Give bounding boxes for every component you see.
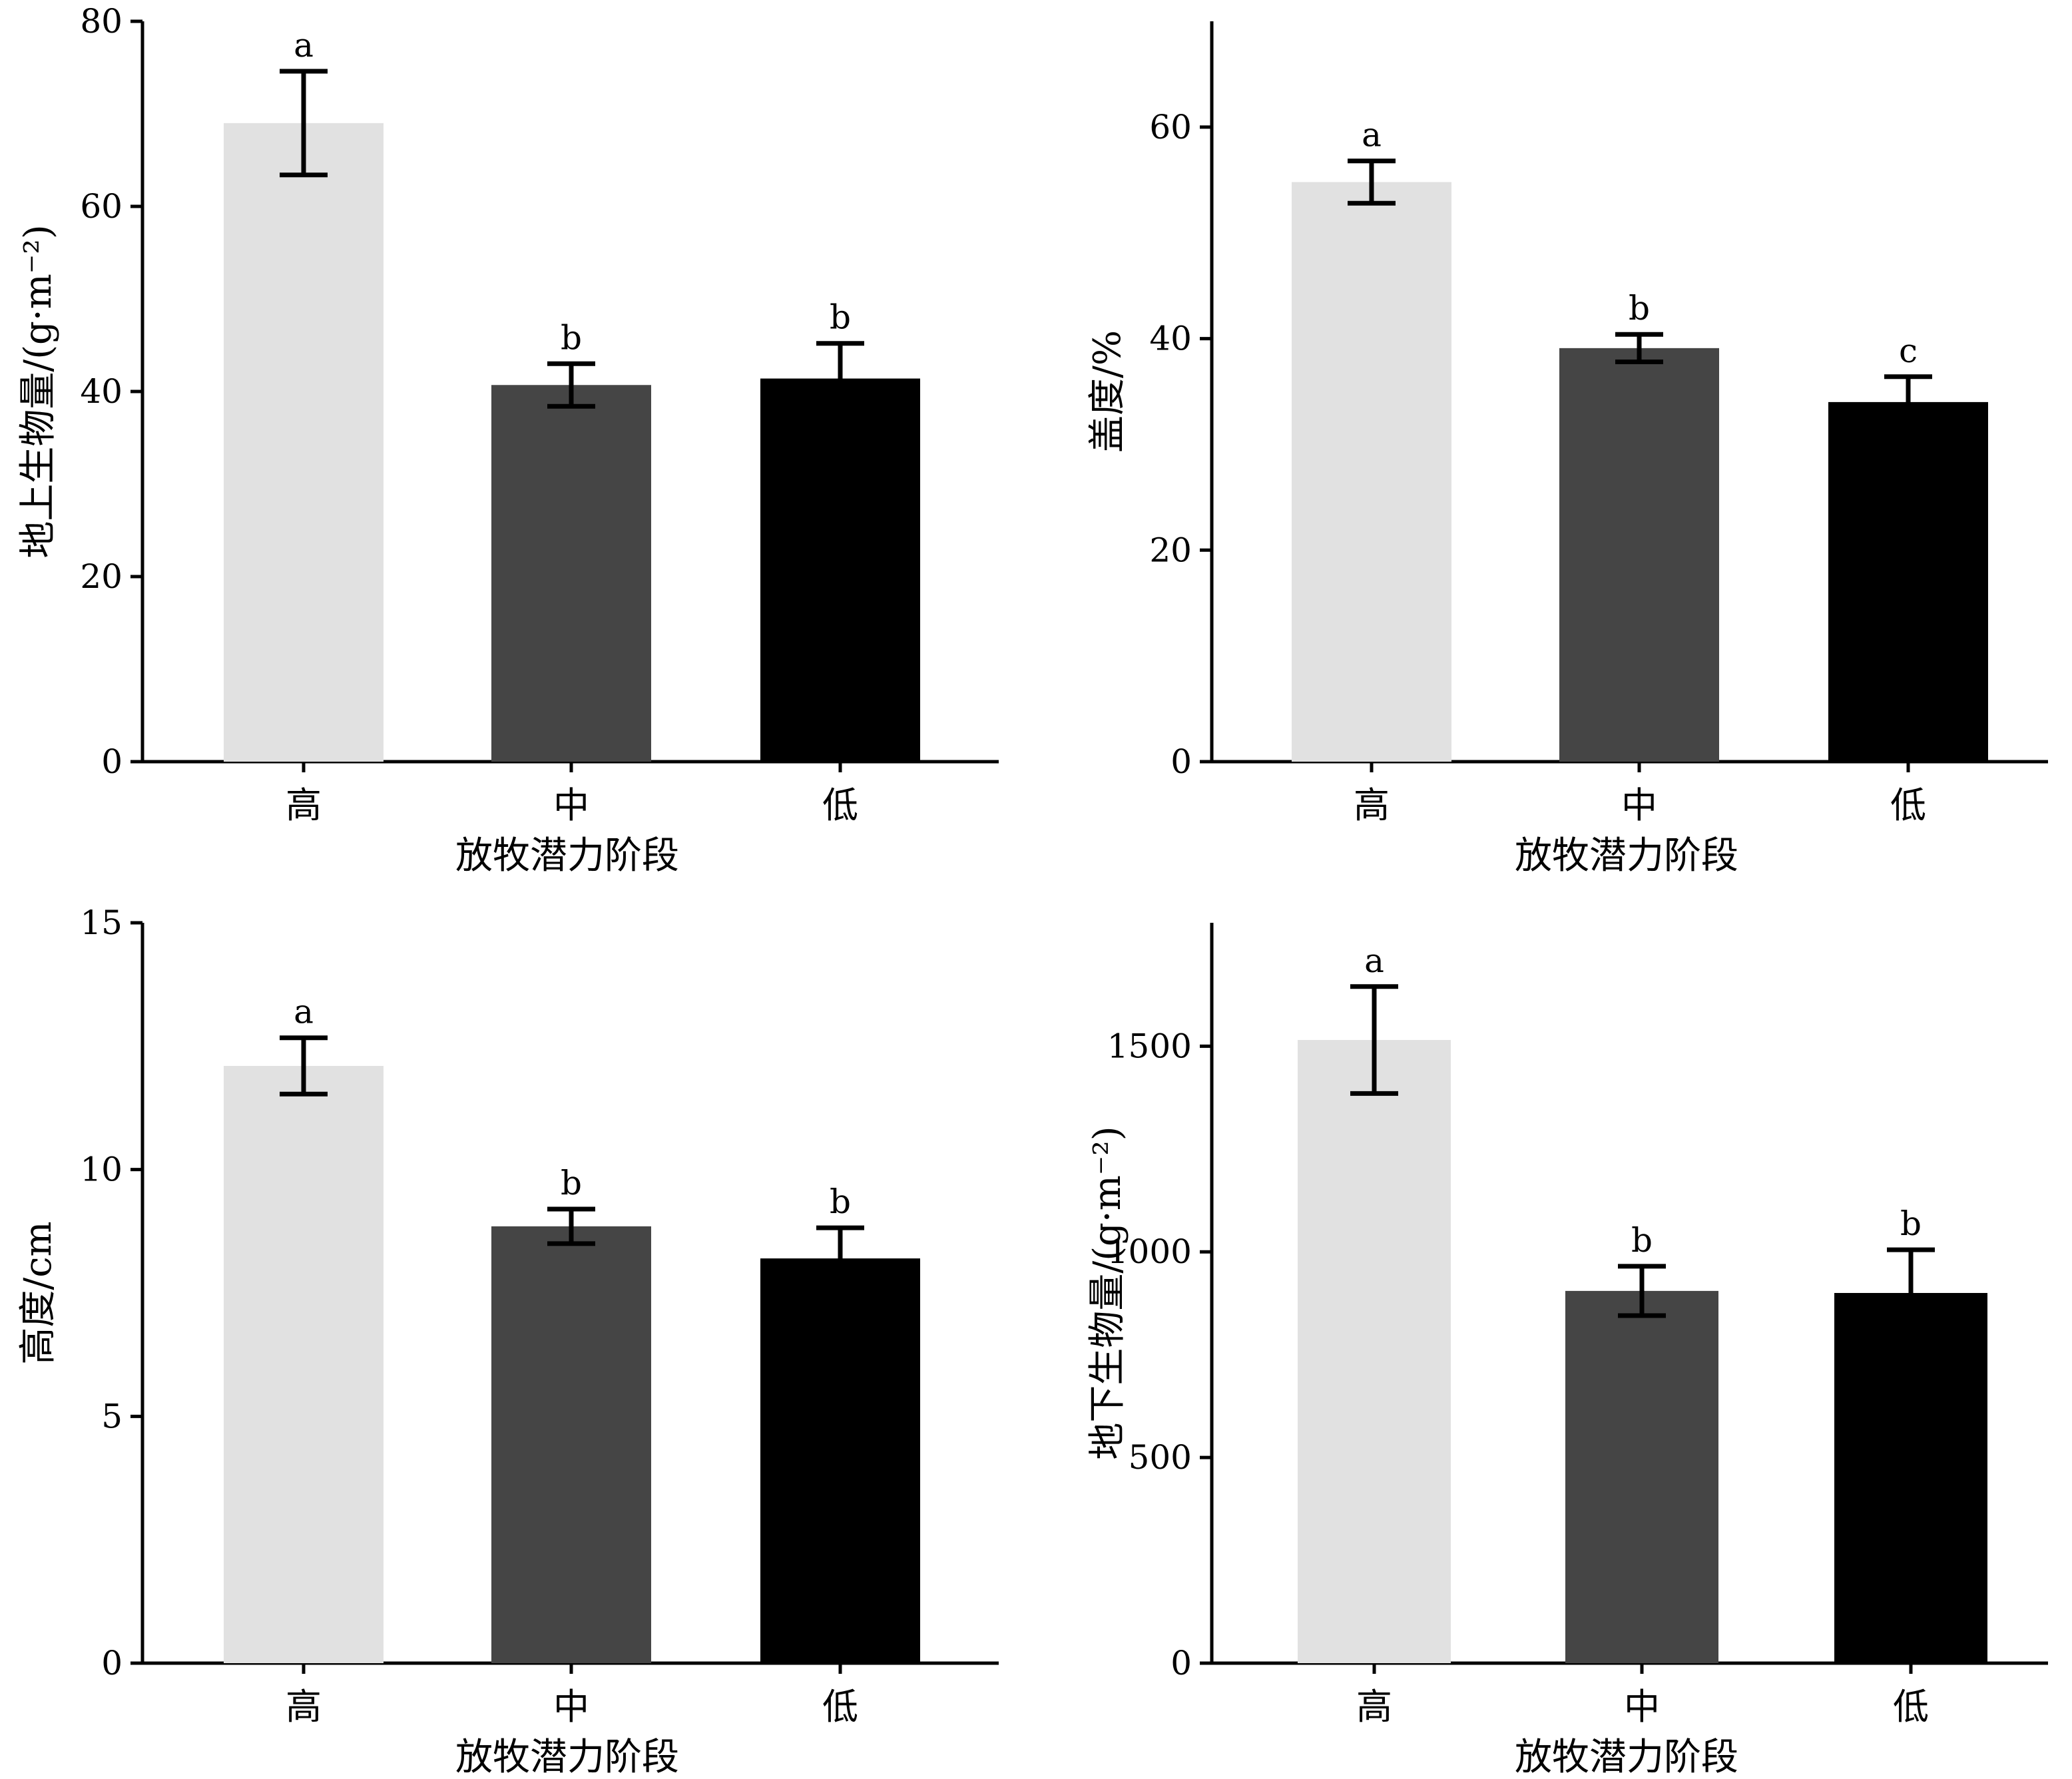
significance-label: b [561, 1164, 582, 1202]
error-bar [816, 341, 864, 416]
y-axis-title: 盖度/% [1086, 330, 1129, 453]
error-bar [547, 1206, 595, 1246]
y-tick-label: 40 [1149, 320, 1192, 358]
y-tick-label: 80 [80, 2, 123, 41]
y-tick-label: 20 [1149, 531, 1192, 569]
x-axis-title: 放牧潜力阶段 [1515, 1736, 1738, 1779]
significance-label: b [830, 1182, 851, 1221]
x-tick-label: 低 [822, 1686, 858, 1728]
y-tick-label: 500 [1129, 1438, 1192, 1477]
y-tick-label: 20 [80, 557, 123, 596]
error-bar [1350, 984, 1398, 1096]
x-tick-label: 中 [553, 1686, 589, 1728]
y-tick-label: 0 [101, 742, 123, 781]
bar [1292, 182, 1451, 762]
y-axis-title: 地上生物量/(g·m⁻²) [17, 224, 60, 558]
bar [224, 1065, 384, 1663]
x-axis-title: 放牧潜力阶段 [1515, 834, 1738, 878]
bar [1559, 348, 1719, 762]
error-bar [816, 1225, 864, 1292]
y-tick-label: 1500 [1107, 1027, 1192, 1065]
significance-label: a [1364, 941, 1384, 980]
error-bar [1887, 1247, 1935, 1339]
y-tick-label: 60 [80, 187, 123, 226]
significance-label: b [830, 298, 851, 337]
significance-label: b [1629, 289, 1650, 328]
bar [224, 123, 384, 762]
x-tick-label: 中 [1621, 784, 1657, 826]
y-tick-label: 0 [1170, 1644, 1192, 1682]
error-bar [1884, 374, 1932, 430]
error-bar [1618, 1264, 1666, 1318]
error-bar [280, 69, 328, 178]
x-tick-label: 中 [1624, 1686, 1660, 1728]
y-tick-label: 0 [101, 1644, 123, 1682]
significance-label: b [1900, 1204, 1922, 1243]
significance-label: a [294, 993, 314, 1031]
significance-label: c [1899, 332, 1918, 370]
y-tick-label: 60 [1149, 108, 1192, 146]
bar [760, 378, 920, 762]
error-bar [280, 1035, 328, 1097]
bar [1828, 401, 1988, 762]
significance-label: b [1631, 1221, 1653, 1260]
x-tick-label: 高 [286, 784, 322, 826]
x-tick-label: 高 [286, 1686, 322, 1728]
error-bar [1615, 332, 1663, 365]
y-tick-label: 15 [80, 903, 123, 942]
x-axis-title: 放牧潜力阶段 [455, 1736, 679, 1779]
x-tick-label: 高 [1354, 784, 1390, 826]
significance-label: a [294, 26, 314, 65]
bar [1565, 1290, 1718, 1663]
y-axis-title: 高度/cm [17, 1221, 60, 1364]
y-tick-label: 5 [101, 1397, 123, 1435]
bar [1834, 1293, 1987, 1663]
x-tick-label: 高 [1356, 1686, 1392, 1728]
x-tick-label: 低 [1893, 1686, 1929, 1728]
bar [491, 1226, 651, 1663]
x-tick-label: 低 [1890, 784, 1926, 826]
bar [760, 1258, 920, 1663]
bar [1298, 1040, 1451, 1663]
significance-label: b [561, 318, 582, 357]
error-bar [547, 361, 595, 409]
y-tick-label: 1000 [1107, 1232, 1192, 1271]
y-tick-label: 0 [1170, 742, 1192, 781]
y-axis-title: 地下生物量/(g·m⁻²) [1086, 1126, 1129, 1459]
x-tick-label: 中 [553, 784, 589, 826]
y-tick-label: 40 [80, 372, 123, 411]
error-bar [1348, 158, 1396, 206]
y-tick-label: 10 [80, 1150, 123, 1189]
bar [491, 385, 651, 762]
significance-label: a [1362, 116, 1382, 154]
x-axis-title: 放牧潜力阶段 [455, 834, 679, 878]
x-tick-label: 低 [822, 784, 858, 826]
